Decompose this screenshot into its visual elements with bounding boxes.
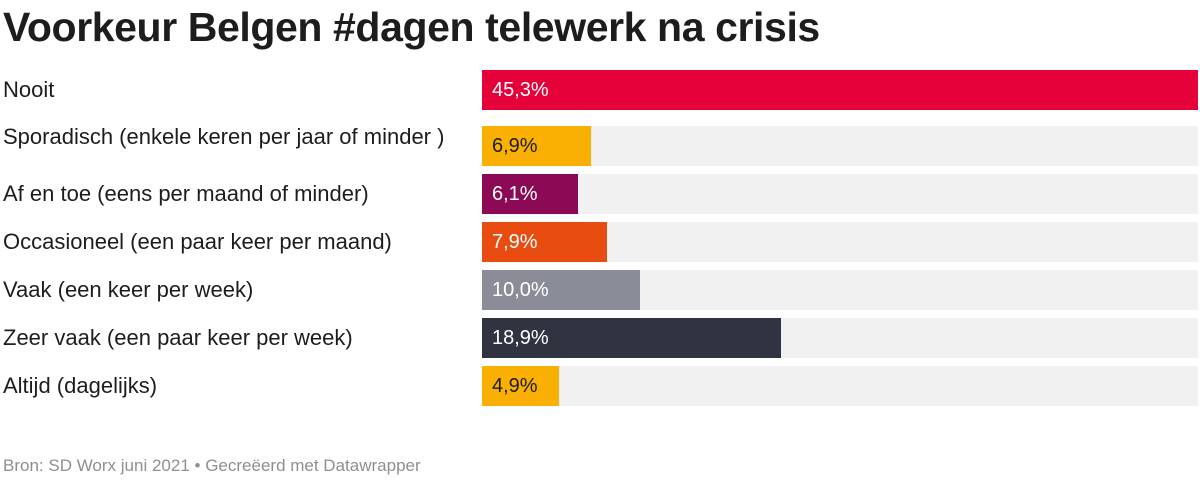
bar-row: Occasioneel (een paar keer per maand) 7,9… (0, 222, 1200, 262)
category-label: Sporadisch (enkele keren per jaar of min… (3, 124, 445, 149)
chart-footer: Bron: SD Worx juni 2021 • Gecreëerd met … (3, 456, 421, 476)
datawrapper-credit[interactable]: Gecreëerd met Datawrapper (205, 456, 421, 475)
bar-track: 7,9% (482, 222, 1198, 262)
category-label: Zeer vaak (een paar keer per week) (3, 325, 353, 350)
category-label: Vaak (een keer per week) (3, 277, 254, 302)
bar-value-label: 4,9% (492, 375, 538, 397)
bar-value-label: 7,9% (492, 231, 538, 253)
bar (482, 270, 640, 310)
bar-row: Sporadisch (enkele keren per jaar of min… (0, 124, 1200, 166)
bar-row: Vaak (een keer per week) 10,0% (0, 270, 1200, 310)
bar-value-label: 6,9% (492, 135, 538, 157)
bar-value-label: 45,3% (492, 79, 549, 101)
bar-value-label: 6,1% (492, 183, 538, 205)
bar-row: Nooit 45,3% (0, 70, 1200, 110)
bar-track: 45,3% (482, 70, 1198, 110)
category-label: Occasioneel (een paar keer per maand) (3, 229, 392, 254)
category-label: Nooit (3, 77, 55, 102)
bar (482, 366, 559, 406)
bar-track: 6,1% (482, 174, 1198, 214)
bar-row: Altijd (dagelijks) 4,9% (0, 366, 1200, 406)
bar-value-label: 10,0% (492, 279, 549, 301)
footer-separator: • (194, 456, 201, 475)
bar (482, 126, 591, 166)
bar (482, 174, 578, 214)
bar (482, 222, 607, 262)
bar-track: 4,9% (482, 366, 1198, 406)
bar-value-label: 18,9% (492, 327, 549, 349)
bar-track: 10,0% (482, 270, 1198, 310)
category-label: Af en toe (eens per maand of minder) (3, 181, 369, 206)
bar-row: Af en toe (eens per maand of minder) 6,1% (0, 174, 1200, 214)
bar (482, 318, 781, 358)
category-label: Altijd (dagelijks) (3, 373, 158, 398)
bar-track: 6,9% (482, 126, 1198, 166)
bar-row: Zeer vaak (een paar keer per week) 18,9% (0, 318, 1200, 358)
bar-chart: Nooit 45,3% Sporadisch (enkele keren per j… (0, 70, 1200, 420)
chart-title: Voorkeur Belgen #dagen telewerk na crisi… (3, 4, 820, 50)
source-text[interactable]: Bron: SD Worx juni 2021 (3, 456, 190, 475)
bar (482, 70, 1198, 110)
bar-track: 18,9% (482, 318, 1198, 358)
